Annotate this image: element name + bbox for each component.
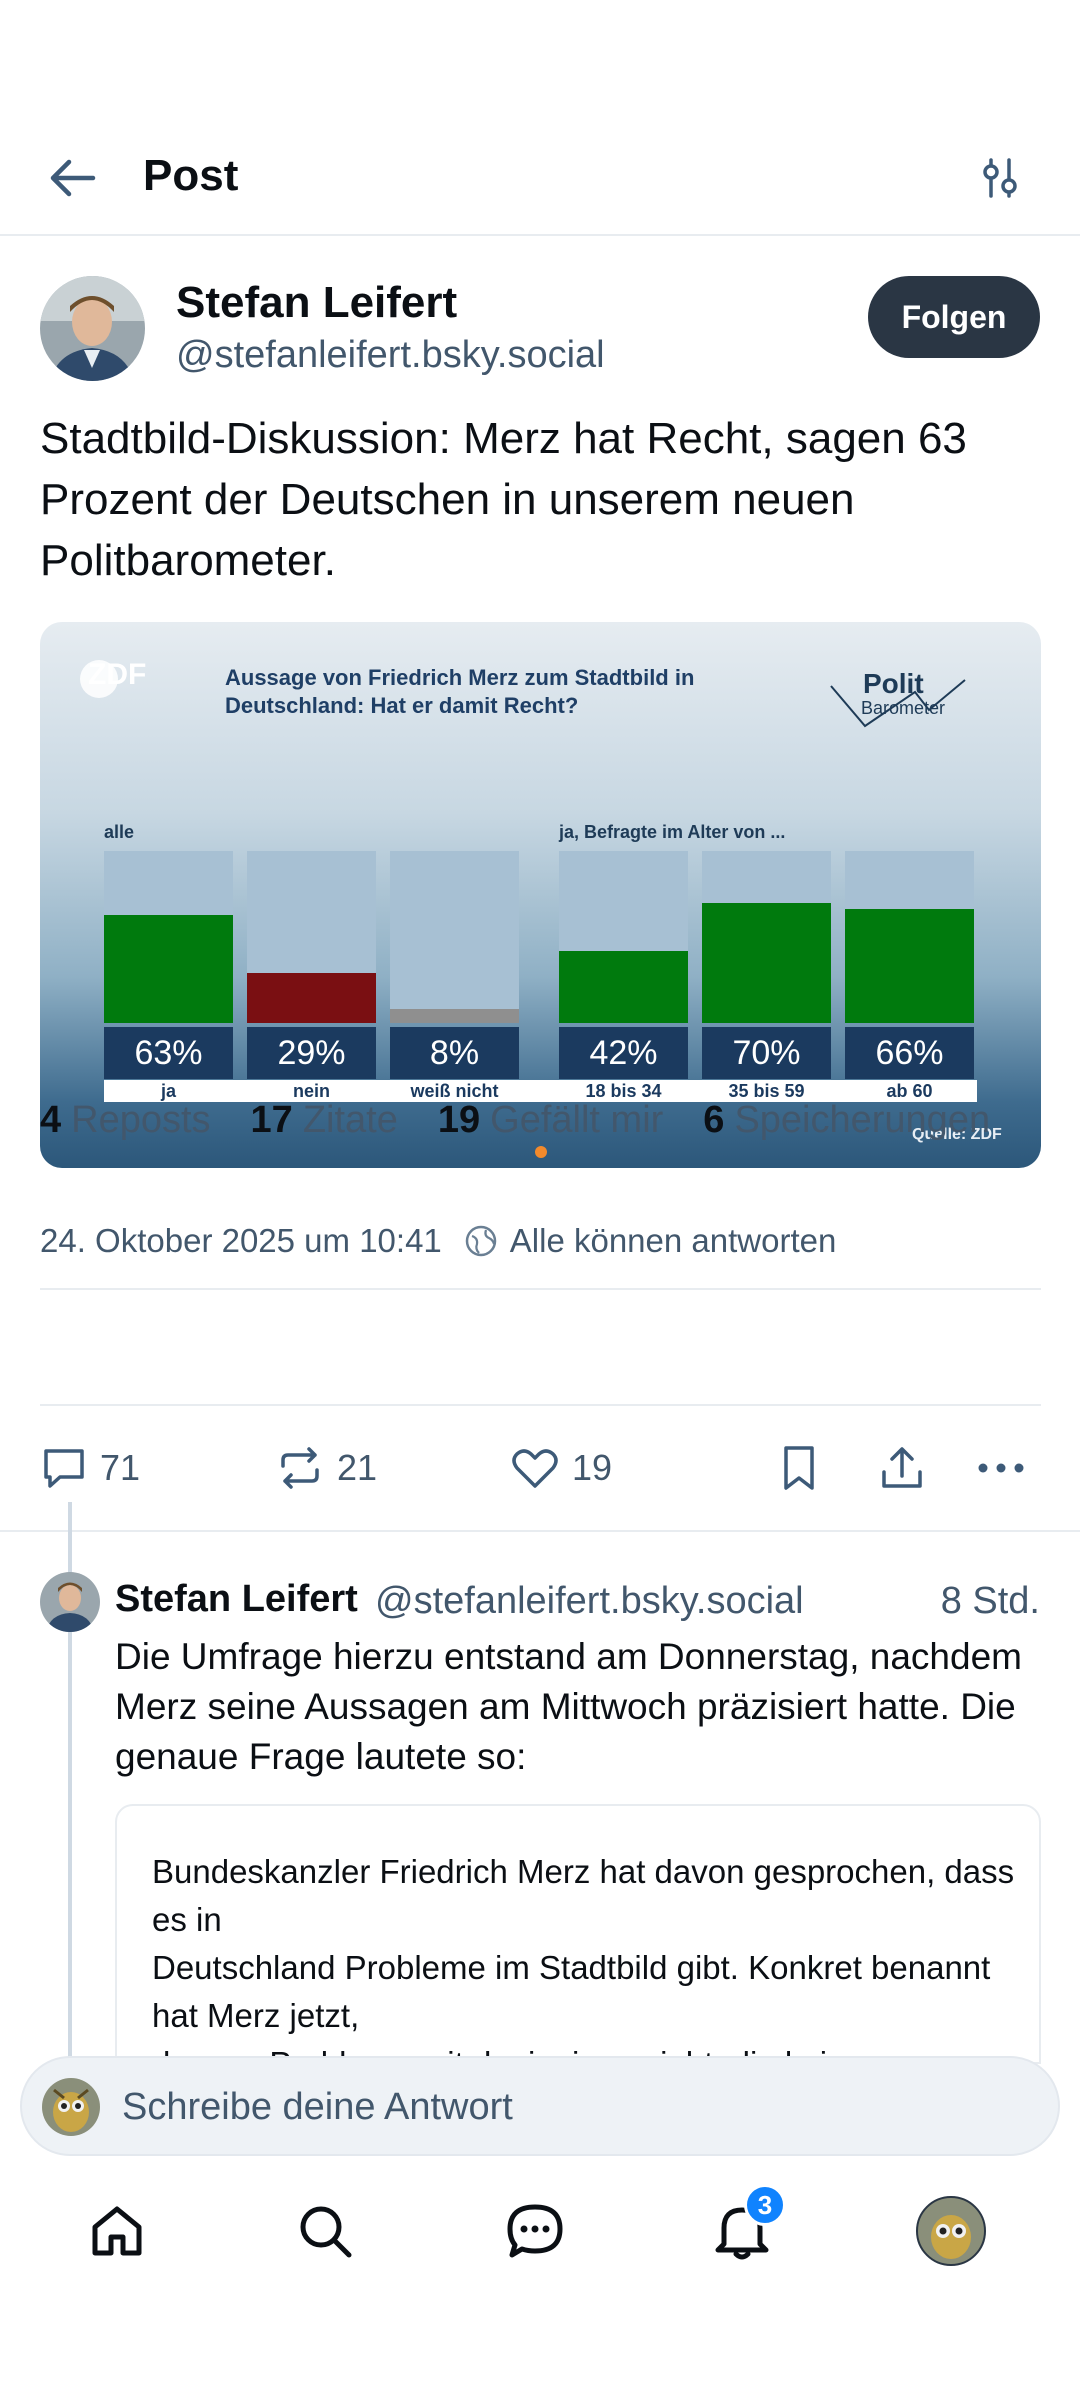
bar-category-label: weiß nicht — [410, 1081, 499, 1101]
reply-time: 8 Std. — [940, 1580, 1040, 1622]
bar-value-label: 42% — [559, 1027, 688, 1079]
divider — [40, 1404, 1041, 1406]
bar-category-label: 18 bis 34 — [585, 1081, 662, 1101]
chart-bar — [390, 851, 519, 1023]
reply-author-name[interactable]: Stefan Leifert — [115, 1578, 358, 1620]
bar-value-label: 63% — [104, 1027, 233, 1079]
notifications-badge: 3 — [744, 2184, 786, 2226]
page-title: Post — [143, 151, 239, 200]
bar-category-label: 35 bis 59 — [728, 1081, 805, 1101]
profile-avatar-icon — [916, 2196, 986, 2266]
chart-bar — [702, 851, 831, 1023]
group-label-age: ja, Befragte im Alter von ... — [559, 822, 786, 842]
bottom-navigation — [0, 2176, 1080, 2286]
bar-category-label: ja — [160, 1081, 176, 1101]
sliders-icon — [983, 158, 1017, 198]
quote-text: Bundeskanzler Friedrich Merz hat davon g… — [152, 1853, 1015, 2064]
chart-title: Aussage von Friedrich Merz zum Stadtbild… — [225, 665, 695, 718]
bar-fill — [559, 950, 688, 1023]
chat-icon — [507, 2204, 563, 2258]
tab-chat[interactable] — [490, 2176, 580, 2286]
engagement-stats: 4 Reposts 17 Zitate 19 Gefällt mir 6 Speiche… — [40, 1080, 990, 1160]
back-button[interactable] — [42, 148, 102, 208]
post-actions: 71 21 19 — [0, 1428, 1080, 1508]
bar-value-label: 70% — [702, 1027, 831, 1079]
reply-author-handle[interactable]: @stefanleifert.bsky.social — [375, 1580, 804, 1622]
search-icon — [300, 2206, 352, 2258]
bar-category-label: nein — [292, 1081, 330, 1101]
bar-fill — [702, 902, 831, 1023]
tab-search[interactable] — [280, 2176, 370, 2286]
reply-text: Die Umfrage hierzu entstand am Donnersta… — [115, 1636, 1022, 1777]
section-divider — [0, 1530, 1080, 1532]
more-dots-icon — [978, 1463, 1024, 1473]
post-image[interactable]: ZDF Aussage von Friedrich Merz zum Stadt… — [40, 622, 1041, 1168]
brand-top: Polit — [863, 668, 924, 699]
chart-bar — [247, 851, 376, 1023]
top-bar: Post — [0, 118, 1080, 236]
reply-count: 71 — [100, 1447, 141, 1488]
bar-background — [390, 851, 519, 1023]
share-button[interactable] — [878, 1428, 938, 1508]
share-icon — [882, 1447, 922, 1488]
author-handle[interactable]: @stefanleifert.bsky.social — [176, 334, 605, 376]
bar-fill — [104, 914, 233, 1023]
reposts-stat[interactable]: 4 Reposts — [40, 1098, 211, 1141]
politbarometer-logo: Polit Barometer — [825, 662, 985, 732]
reply-composer[interactable]: Schreibe deine Antwort — [20, 2056, 1060, 2156]
saves-stat[interactable]: 6 Speicherungen — [703, 1098, 991, 1141]
post-meta: 24. Oktober 2025 um 10:41 Alle können an… — [40, 1216, 836, 1266]
repost-button[interactable]: 21 — [275, 1428, 377, 1508]
zdf-logo-mark — [80, 660, 118, 698]
home-icon — [92, 2206, 142, 2256]
bar-category-label: ab 60 — [886, 1081, 933, 1101]
post-timestamp: 24. Oktober 2025 um 10:41 — [40, 1222, 442, 1259]
bar-value-label: 8% — [390, 1027, 519, 1079]
globe-icon — [465, 1225, 497, 1257]
reply-input-placeholder: Schreibe deine Antwort — [122, 2086, 513, 2128]
post-text: Stadtbild-Diskussion: Merz hat Recht, sa… — [40, 414, 967, 585]
more-options-button[interactable] — [976, 1428, 1038, 1508]
bar-fill — [390, 1009, 519, 1023]
quotes-stat[interactable]: 17 Zitate — [250, 1098, 398, 1141]
reply-button[interactable]: 71 — [40, 1428, 140, 1508]
label-strip — [104, 1080, 977, 1102]
reply-author-avatar[interactable] — [40, 1572, 100, 1632]
carousel-indicator — [535, 1146, 547, 1158]
thread-line — [68, 1502, 72, 2062]
bar-value-label: 66% — [845, 1027, 974, 1079]
arrow-left-icon — [50, 159, 96, 197]
chart-bar — [845, 851, 974, 1023]
reply-setting[interactable]: Alle können antworten — [509, 1222, 837, 1259]
follow-button[interactable]: Folgen — [868, 276, 1040, 358]
tab-home[interactable] — [72, 2176, 162, 2286]
brand-bottom: Barometer — [861, 698, 946, 718]
group-label-all: alle — [104, 822, 135, 842]
chart-bar — [104, 851, 233, 1023]
chart-source: Quelle: ZDF — [912, 1126, 1002, 1143]
bar-fill — [845, 909, 974, 1023]
bookmark-button[interactable] — [778, 1428, 832, 1508]
zdf-logo: ZDF — [88, 658, 147, 691]
chart-bar — [559, 851, 688, 1023]
like-count: 19 — [572, 1447, 613, 1488]
likes-stat[interactable]: 19 Gefällt mir — [437, 1098, 664, 1141]
thread-settings-button[interactable] — [970, 148, 1030, 208]
own-avatar — [42, 2078, 100, 2136]
bookmark-icon — [784, 1446, 814, 1490]
speech-bubble-icon — [44, 1449, 84, 1488]
bar-fill — [247, 973, 376, 1023]
repost-icon — [281, 1447, 319, 1489]
like-button[interactable]: 19 — [510, 1428, 612, 1508]
repost-count: 21 — [337, 1447, 378, 1488]
author-name[interactable]: Stefan Leifert — [176, 278, 458, 327]
heart-icon — [512, 1449, 558, 1488]
bar-value-label: 29% — [247, 1027, 376, 1079]
divider — [40, 1288, 1041, 1290]
author-avatar[interactable] — [40, 276, 145, 381]
quoted-text-block: Bundeskanzler Friedrich Merz hat davon g… — [115, 1804, 1041, 2064]
tab-profile[interactable] — [906, 2176, 996, 2286]
